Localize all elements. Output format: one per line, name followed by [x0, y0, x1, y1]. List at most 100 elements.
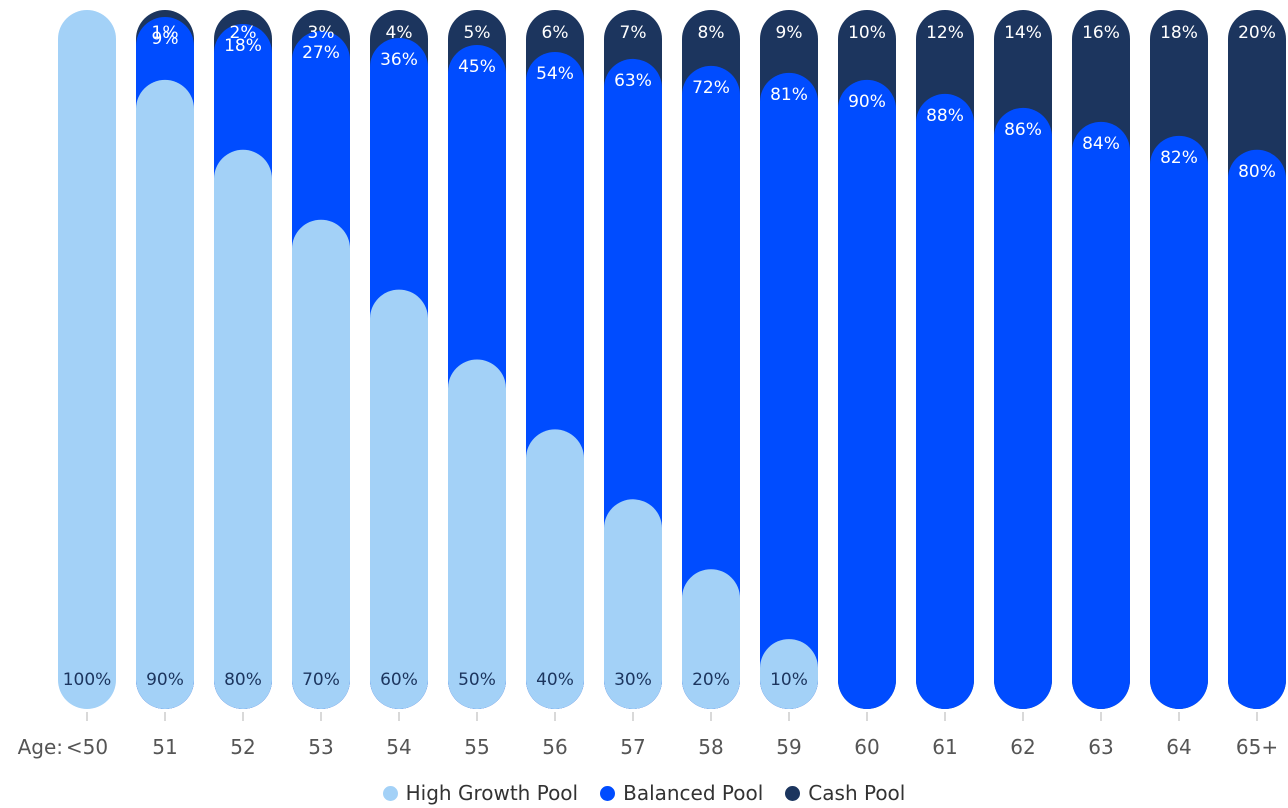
- bar-balanced-12[interactable]: [994, 107, 1052, 710]
- data-label-high-growth-5: 50%: [458, 670, 496, 690]
- bar-high-growth-4[interactable]: [370, 289, 428, 709]
- x-tick-label-5: 55: [464, 735, 489, 759]
- bar-group-12: 86% 14%: [994, 10, 1052, 710]
- bar-group-10: 90% 10%: [838, 10, 896, 709]
- data-label-balanced-1: 9%: [152, 29, 179, 49]
- data-label-high-growth-4: 60%: [380, 670, 418, 690]
- bar-balanced-8[interactable]: [682, 65, 740, 710]
- bar-group-4: 60% 36% 4%: [370, 10, 428, 709]
- data-label-cash-12: 14%: [1004, 23, 1042, 43]
- x-tick-label-7: 57: [620, 735, 645, 759]
- data-label-high-growth-6: 40%: [536, 670, 574, 690]
- bar-group-5: 50% 45% 5%: [448, 10, 506, 709]
- bar-high-growth-0[interactable]: [58, 10, 116, 709]
- data-label-balanced-2: 18%: [224, 36, 262, 56]
- bar-high-growth-3[interactable]: [292, 219, 350, 709]
- data-label-cash-8: 8%: [698, 23, 725, 43]
- legend-item-balanced[interactable]: Balanced Pool: [600, 781, 763, 805]
- x-axis-prefix: Age:: [18, 735, 63, 759]
- data-label-balanced-14: 82%: [1160, 148, 1198, 168]
- bar-high-growth-1[interactable]: [136, 79, 194, 709]
- legend-item-high-growth[interactable]: High Growth Pool: [382, 781, 579, 805]
- data-label-balanced-15: 80%: [1238, 162, 1276, 182]
- data-label-high-growth-9: 10%: [770, 670, 808, 690]
- data-label-balanced-7: 63%: [614, 71, 652, 91]
- x-tick-label-1: 51: [152, 735, 177, 759]
- bar-high-growth-5[interactable]: [448, 359, 506, 710]
- legend-label-high-growth: High Growth Pool: [405, 781, 579, 805]
- data-label-balanced-11: 88%: [926, 106, 964, 126]
- x-tick-label-13: 63: [1088, 735, 1113, 759]
- x-tick-label-14: 64: [1166, 735, 1191, 759]
- bar-group-9: 10% 81% 9%: [760, 10, 818, 709]
- data-label-balanced-3: 27%: [302, 43, 340, 63]
- data-label-high-growth-3: 70%: [302, 670, 340, 690]
- data-label-high-growth-1: 90%: [146, 670, 184, 690]
- data-label-cash-2: 2%: [230, 23, 257, 43]
- bar-balanced-10[interactable]: [838, 79, 896, 709]
- bar-balanced-13[interactable]: [1072, 121, 1130, 710]
- bar-high-growth-8[interactable]: [682, 569, 740, 709]
- bar-group-7: 30% 63% 7%: [604, 10, 662, 710]
- x-tick-label-8: 58: [698, 735, 723, 759]
- x-tick-label-9: 59: [776, 735, 801, 759]
- bar-balanced-11[interactable]: [916, 93, 974, 709]
- bar-group-15: 80% 20%: [1228, 10, 1286, 710]
- data-label-balanced-4: 36%: [380, 50, 418, 70]
- bar-group-6: 40% 54% 6%: [526, 10, 584, 709]
- data-label-cash-3: 3%: [308, 23, 335, 43]
- x-tick-label-11: 61: [932, 735, 957, 759]
- data-label-high-growth-0: 100%: [63, 670, 112, 690]
- data-label-cash-15: 20%: [1238, 23, 1276, 43]
- x-tick-label-15: 65+: [1236, 735, 1278, 759]
- bar-balanced-15[interactable]: [1228, 149, 1286, 710]
- data-label-cash-1: 1%: [152, 23, 179, 43]
- data-label-cash-11: 12%: [926, 23, 964, 43]
- legend-label-cash: Cash Pool: [808, 781, 906, 805]
- data-label-high-growth-7: 30%: [614, 670, 652, 690]
- data-label-cash-6: 6%: [542, 23, 569, 43]
- x-tick-label-6: 56: [542, 735, 567, 759]
- data-label-cash-13: 16%: [1082, 23, 1120, 43]
- data-label-high-growth-8: 20%: [692, 670, 730, 690]
- bar-group-2: 80% 18%2%: [214, 10, 272, 710]
- data-label-cash-5: 5%: [464, 23, 491, 43]
- bar-balanced-14[interactable]: [1150, 135, 1208, 709]
- x-tick-label-10: 60: [854, 735, 879, 759]
- x-tick-label-0: <50: [66, 735, 108, 759]
- data-label-balanced-5: 45%: [458, 57, 496, 77]
- legend-label-balanced: Balanced Pool: [623, 781, 764, 805]
- data-label-balanced-6: 54%: [536, 64, 574, 84]
- data-label-cash-4: 4%: [386, 23, 413, 43]
- bar-high-growth-2[interactable]: [214, 149, 272, 710]
- data-label-balanced-12: 86%: [1004, 120, 1042, 140]
- x-tick-label-3: 53: [308, 735, 333, 759]
- bar-group-13: 84% 16%: [1072, 10, 1130, 710]
- x-tick-label-4: 54: [386, 735, 411, 759]
- bar-group-14: 82% 18%: [1150, 10, 1208, 709]
- x-tick-label-2: 52: [230, 735, 255, 759]
- legend-swatch-cash: [785, 785, 801, 801]
- data-label-balanced-8: 72%: [692, 78, 730, 98]
- legend-item-cash[interactable]: Cash Pool: [785, 781, 905, 805]
- data-label-balanced-9: 81%: [770, 85, 808, 105]
- x-tick-label-12: 62: [1010, 735, 1035, 759]
- data-label-balanced-13: 84%: [1082, 134, 1120, 154]
- legend-swatch-high-growth: [382, 785, 398, 801]
- bar-balanced-9[interactable]: [760, 72, 818, 709]
- legend-swatch-balanced: [600, 785, 616, 801]
- data-label-cash-10: 10%: [848, 23, 886, 43]
- bar-group-3: 70% 27%3%: [292, 10, 350, 709]
- bar-high-growth-7[interactable]: [604, 499, 662, 709]
- data-label-cash-7: 7%: [620, 23, 647, 43]
- bar-high-growth-9[interactable]: [760, 639, 818, 709]
- data-label-cash-14: 18%: [1160, 23, 1198, 43]
- bar-group-11: 88% 12%: [916, 10, 974, 709]
- data-label-high-growth-2: 80%: [224, 670, 262, 690]
- bar-group-8: 20% 72% 8%: [682, 10, 740, 710]
- bar-group-1: 90% 9%1%: [136, 10, 194, 710]
- chart-legend: High Growth Pool Balanced Pool Cash Pool: [0, 779, 1288, 807]
- bar-high-growth-6[interactable]: [526, 429, 584, 709]
- data-label-balanced-10: 90%: [848, 92, 886, 112]
